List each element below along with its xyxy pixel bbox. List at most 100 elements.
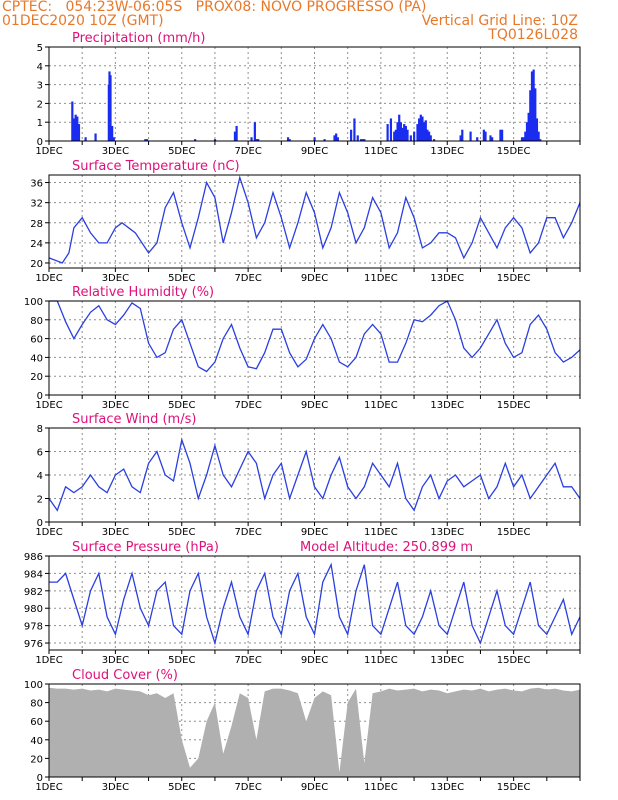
precip-bar (535, 118, 539, 141)
precip-bar (539, 139, 542, 141)
header-grid-line: Vertical Grid Line: 10Z (421, 13, 578, 29)
precip-bar (77, 124, 81, 141)
temperature-xtick-label: 3DEC (102, 273, 129, 284)
cloud-ytick-label: 60 (30, 717, 43, 728)
precip-bar (323, 139, 326, 141)
precip-bar (145, 139, 149, 141)
humidity-ytick-label: 20 (30, 372, 43, 383)
cloud-xtick-label: 1DEC (35, 782, 62, 793)
temperature-title: Surface Temperature (nC) (72, 159, 240, 174)
humidity-ytick-label: 0 (37, 391, 43, 402)
precip-bar (359, 139, 363, 141)
cloud-xtick-label: 3DEC (102, 782, 129, 793)
temperature-ytick-label: 20 (30, 259, 43, 270)
precip-bar (534, 88, 537, 141)
precip-bar (394, 129, 398, 141)
precip-bar (525, 122, 529, 141)
cloud-xtick-label: 13DEC (430, 782, 464, 793)
precip-bar (499, 129, 502, 141)
precip-bar (416, 124, 419, 141)
precip-bar (84, 137, 87, 141)
precip-bar (423, 122, 426, 141)
temperature-ytick-label: 32 (30, 199, 43, 210)
wind-frame (48, 427, 581, 523)
precip-bar (399, 122, 402, 141)
precip-bar (112, 137, 115, 141)
precip-bar (288, 139, 291, 141)
precip-bar (361, 139, 364, 141)
humidity-ytick-label: 60 (30, 335, 43, 346)
precip-xtick-label: 15DEC (497, 146, 531, 157)
precip-bar (529, 90, 532, 141)
humidity-ytick-label: 80 (30, 316, 43, 327)
precip-bar (144, 139, 147, 141)
humidity-xtick-label: 7DEC (234, 400, 261, 411)
humidity-xtick-label: 3DEC (102, 400, 129, 411)
wind-xtick-label: 13DEC (430, 527, 464, 538)
precip-bar (257, 139, 260, 141)
precip-bar (461, 129, 464, 141)
pressure-ytick-label: 978 (24, 622, 43, 633)
pressure-line (49, 562, 581, 646)
temperature-ytick-label: 36 (30, 179, 43, 190)
pressure-ytick-label: 984 (24, 569, 43, 580)
pressure-xtick-label: 3DEC (102, 655, 129, 666)
cloud-xtick-label: 9DEC (301, 782, 328, 793)
wind-line (48, 437, 581, 512)
precip-bar (363, 139, 366, 141)
precip-bar (255, 139, 258, 141)
temperature-frame (48, 174, 581, 269)
precip-xtick-label: 13DEC (430, 146, 464, 157)
precip-bar (413, 131, 416, 141)
cloud-ytick-label: 40 (30, 736, 43, 747)
pressure-ytick-label: 986 (24, 552, 43, 563)
precip-bar (253, 122, 256, 141)
pressure-subtitle: Model Altitude: 250.899 m (300, 540, 473, 555)
humidity-xtick-label: 11DEC (364, 400, 398, 411)
wind-ytick-label: 8 (37, 424, 43, 435)
precip-bar (393, 131, 396, 141)
humidity-frame (48, 300, 581, 396)
precip-bar (74, 114, 77, 141)
precip-xtick-label: 1DEC (35, 146, 62, 157)
pressure-xtick-label: 5DEC (168, 655, 195, 666)
pressure-xtick-label: 13DEC (430, 655, 464, 666)
precip-bar (532, 69, 535, 141)
precip-bar (491, 137, 494, 141)
precip-bar (426, 129, 429, 141)
precip-bar (235, 125, 238, 141)
temperature-xtick-label: 1DEC (35, 273, 62, 284)
precip-ytick-label: 5 (37, 43, 43, 54)
precip-xtick-label: 9DEC (301, 146, 328, 157)
precip-bar (396, 122, 399, 141)
temperature-xtick-label: 5DEC (168, 273, 195, 284)
precip-bar (459, 135, 462, 141)
precip-bar (233, 131, 237, 141)
pressure-xtick-label: 9DEC (301, 655, 328, 666)
temperature-xtick-label: 7DEC (234, 273, 261, 284)
cloud-xtick-label: 7DEC (234, 782, 261, 793)
wind-xtick-label: 5DEC (168, 527, 195, 538)
wind-ytick-label: 2 (37, 495, 43, 506)
precip-bar (76, 116, 79, 141)
precip-bar (520, 137, 524, 141)
precip-ytick-label: 1 (37, 118, 43, 129)
temperature-ytick-label: 28 (30, 219, 43, 230)
pressure-xtick-label: 1DEC (35, 655, 62, 666)
precip-ytick-label: 2 (37, 99, 43, 110)
precip-bar (432, 139, 436, 141)
wind-ytick-label: 0 (37, 518, 43, 529)
wind-xtick-label: 1DEC (35, 527, 62, 538)
precip-bar (522, 137, 525, 141)
temperature-line (48, 175, 581, 264)
precip-bar (386, 124, 389, 141)
precip-bar (484, 131, 487, 141)
precip-title: Precipitation (mm/h) (72, 31, 205, 46)
precip-bar (335, 133, 338, 141)
wind-xtick-label: 9DEC (301, 527, 328, 538)
precip-bar (418, 118, 421, 141)
precip-bar (389, 118, 393, 141)
wind-title: Surface Wind (m/s) (72, 412, 196, 427)
precip-xtick-label: 11DEC (364, 146, 398, 157)
